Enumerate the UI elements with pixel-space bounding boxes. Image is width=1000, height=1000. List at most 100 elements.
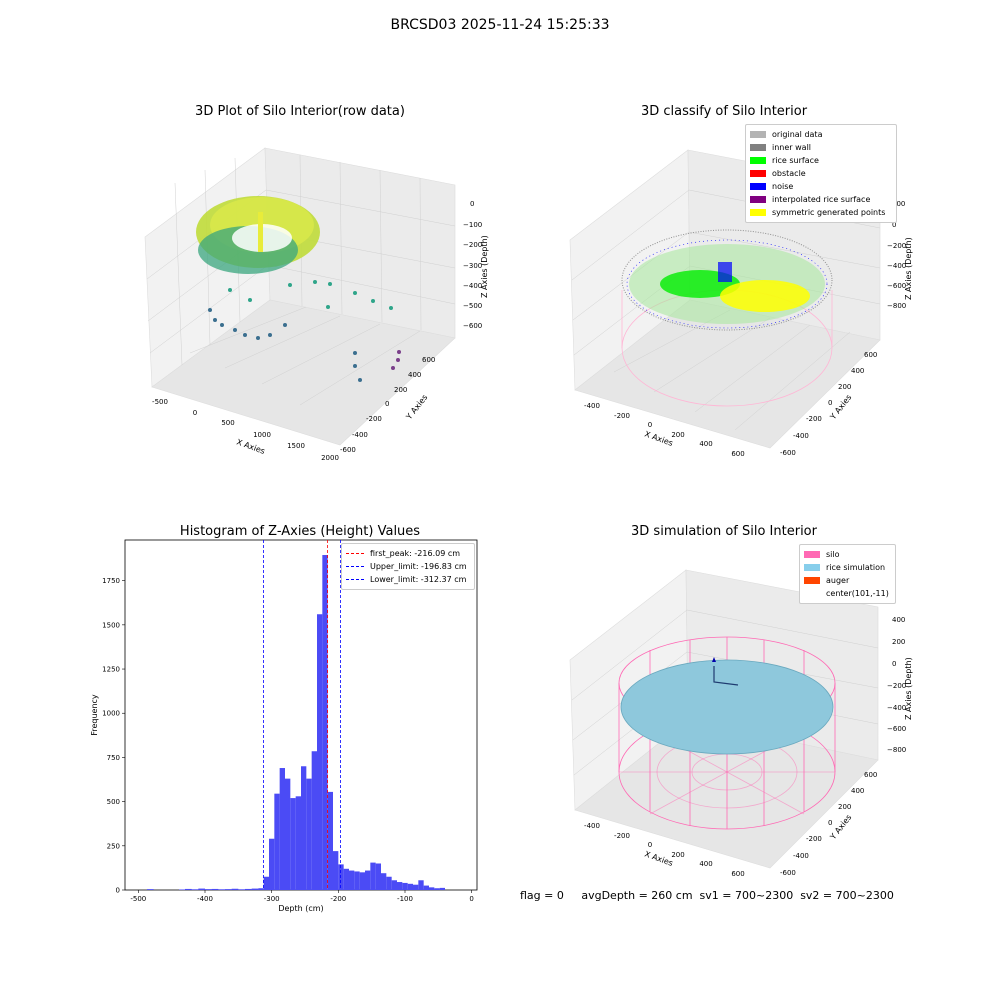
svg-text:-400: -400 bbox=[352, 431, 368, 439]
histogram-bar-39 bbox=[397, 882, 403, 890]
histogram-axes: -500 -400 -300 -200 -100 0 0 250 500 750 1000 1250… bbox=[90, 539, 478, 913]
svg-text:-400: -400 bbox=[793, 432, 809, 440]
histogram-bar-20 bbox=[295, 796, 301, 890]
svg-text:−600: −600 bbox=[887, 282, 906, 290]
svg-text:−200: −200 bbox=[887, 242, 906, 250]
svg-text:-400: -400 bbox=[584, 402, 600, 410]
svg-text:-200: -200 bbox=[806, 415, 822, 423]
plot2-legend-item-1: inner wall bbox=[750, 141, 892, 154]
svg-text:−300: −300 bbox=[463, 262, 482, 270]
svg-text:−100: −100 bbox=[463, 221, 482, 229]
plot1-axes: -500 0 500 1000 1500 2000 X Axies -600 -… bbox=[144, 147, 489, 462]
svg-text:0: 0 bbox=[828, 819, 832, 827]
histogram-legend-label-1: Upper_limit: -196.83 cm bbox=[370, 562, 467, 571]
histogram-bar-24 bbox=[317, 614, 323, 890]
svg-text:1000: 1000 bbox=[253, 431, 271, 439]
plot4-legend-swatch-3 bbox=[804, 590, 820, 597]
histogram-bar-38 bbox=[391, 880, 397, 890]
plot2-legend-label-6: symmetric generated points bbox=[772, 208, 886, 217]
svg-text:X Axies: X Axies bbox=[643, 429, 674, 448]
svg-text:-200: -200 bbox=[366, 415, 382, 423]
svg-text:-200: -200 bbox=[806, 835, 822, 843]
svg-text:200: 200 bbox=[671, 431, 684, 439]
histogram-bar-12 bbox=[251, 888, 259, 890]
plot4-legend-item-0: silo bbox=[804, 548, 891, 561]
svg-text:−400: −400 bbox=[463, 282, 482, 290]
histogram-bar-15 bbox=[269, 838, 275, 890]
histogram-x-ticks: -500 -400 -300 -200 -100 0 bbox=[130, 890, 474, 903]
svg-text:Y Axies: Y Axies bbox=[404, 393, 430, 422]
plot4-legend-swatch-1 bbox=[804, 564, 820, 571]
plot4-legend-item-3: center(101,-11) bbox=[804, 587, 891, 600]
histogram-bar-21 bbox=[301, 766, 307, 890]
figure-title: BRCSD03 2025-11-24 15:25:33 bbox=[390, 17, 610, 33]
histogram-x-tick-label-1: -400 bbox=[197, 895, 213, 903]
svg-text:−400: −400 bbox=[887, 704, 906, 712]
svg-text:600: 600 bbox=[731, 870, 744, 878]
plot2-legend-label-0: original data bbox=[772, 130, 823, 139]
svg-text:−400: −400 bbox=[887, 262, 906, 270]
histogram-bar-13 bbox=[258, 888, 264, 890]
svg-text:-500: -500 bbox=[152, 398, 168, 406]
svg-text:400: 400 bbox=[851, 367, 864, 375]
svg-text:Y Axies: Y Axies bbox=[828, 393, 854, 422]
histogram-legend-line-0 bbox=[346, 553, 364, 554]
histogram-y-tick-label-4: 1000 bbox=[102, 710, 120, 718]
histogram-bar-32 bbox=[359, 872, 365, 890]
plot2-legend-swatch-4 bbox=[750, 183, 766, 190]
svg-text:0: 0 bbox=[648, 841, 652, 849]
svg-text:600: 600 bbox=[731, 450, 744, 458]
histogram-y-tick-label-7: 1750 bbox=[102, 577, 120, 585]
svg-text:500: 500 bbox=[221, 419, 234, 427]
svg-text:200: 200 bbox=[838, 383, 851, 391]
histogram-xlabel: Depth (cm) bbox=[278, 904, 323, 913]
histogram-bar-30 bbox=[349, 870, 355, 890]
histogram-legend-label-2: Lower_limit: -312.37 cm bbox=[370, 575, 467, 584]
plot2-legend-label-4: noise bbox=[772, 182, 794, 191]
svg-text:200: 200 bbox=[838, 803, 851, 811]
plot2-legend-item-4: noise bbox=[750, 180, 892, 193]
histogram-bar-14 bbox=[263, 876, 269, 890]
svg-text:Z Axies (Depth): Z Axies (Depth) bbox=[480, 235, 489, 298]
plot4-legend-item-2: auger bbox=[804, 574, 891, 587]
svg-text:−600: −600 bbox=[887, 725, 906, 733]
plot4-legend-swatch-0 bbox=[804, 551, 820, 558]
histogram-bar-40 bbox=[402, 882, 408, 890]
histogram-bar-6 bbox=[211, 888, 219, 890]
svg-text:0: 0 bbox=[892, 660, 896, 668]
histogram-bar-28 bbox=[338, 864, 344, 890]
svg-text:600: 600 bbox=[864, 771, 877, 779]
plot4-legend-label-1: rice simulation bbox=[826, 563, 886, 572]
svg-text:400: 400 bbox=[892, 616, 905, 624]
plot2-legend-swatch-2 bbox=[750, 157, 766, 164]
histogram-bar-1 bbox=[179, 889, 185, 890]
histogram-bar-17 bbox=[279, 768, 285, 890]
svg-text:−800: −800 bbox=[887, 302, 906, 310]
plot2-legend-item-3: obstacle bbox=[750, 167, 892, 180]
histogram-bar-25 bbox=[322, 555, 328, 890]
histogram-bar-26 bbox=[327, 791, 333, 890]
histogram-legend-line-2 bbox=[346, 579, 364, 580]
svg-text:200: 200 bbox=[394, 386, 407, 394]
histogram-bar-41 bbox=[407, 883, 413, 890]
histogram-bar-35 bbox=[375, 863, 381, 890]
svg-text:Z Axies (Depth): Z Axies (Depth) bbox=[904, 237, 913, 300]
histogram-bar-8 bbox=[225, 889, 232, 890]
plot2-legend-label-5: interpolated rice surface bbox=[772, 195, 871, 204]
histogram-bars bbox=[147, 555, 445, 890]
plot4-legend-swatch-2 bbox=[804, 577, 820, 584]
histogram-y-tick-label-0: 0 bbox=[116, 887, 120, 895]
plot2-title: 3D classify of Silo Interior bbox=[640, 104, 808, 119]
plot4-legend: silo rice simulation auger center(101,-11) bbox=[799, 544, 896, 604]
histogram-bar-36 bbox=[381, 873, 387, 890]
histogram-bar-42 bbox=[413, 884, 419, 890]
histogram-y-tick-label-5: 1250 bbox=[102, 666, 120, 674]
histogram-legend: first_peak: -216.09 cm Upper_limit: -196.… bbox=[341, 543, 475, 590]
histogram-legend-item-2: Lower_limit: -312.37 cm bbox=[346, 573, 470, 586]
histogram-bar-16 bbox=[274, 793, 280, 890]
svg-text:200: 200 bbox=[892, 638, 905, 646]
histogram-bar-27 bbox=[333, 851, 339, 890]
plot2-legend-item-6: symmetric generated points bbox=[750, 206, 892, 219]
plot2-legend-swatch-3 bbox=[750, 170, 766, 177]
